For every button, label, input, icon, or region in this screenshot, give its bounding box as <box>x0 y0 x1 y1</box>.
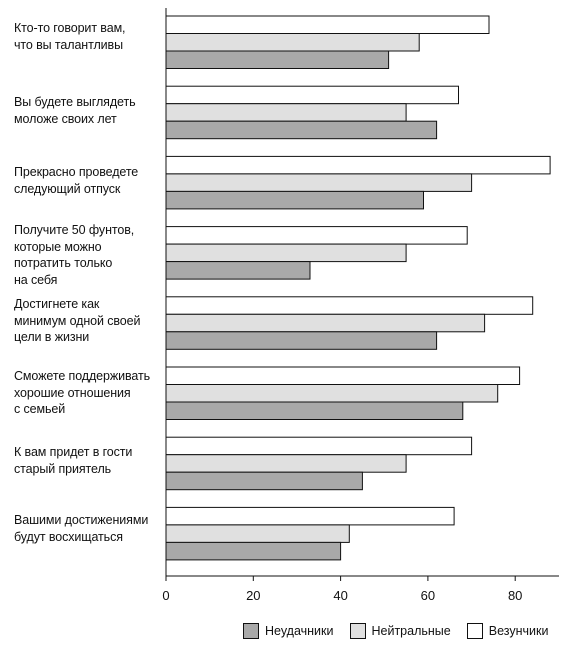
x-tick-label-4: 60 <box>421 588 435 603</box>
legend-label-2: Нейтральные <box>371 624 451 638</box>
legend-item-1: Неудачники <box>243 623 334 639</box>
bar-8-2 <box>165 524 350 543</box>
category-label-5: Достигнете как минимум одной своей цели … <box>14 297 141 344</box>
bars-group <box>165 15 551 561</box>
bar-1-1 <box>165 15 490 34</box>
bar-4-2 <box>165 243 407 263</box>
category-label-4: Получите 50 фунтов, которые можно потрат… <box>14 223 135 287</box>
bar-5-2 <box>165 313 486 333</box>
category-label-7: К вам придет в гости старый приятель <box>14 445 133 476</box>
bar-2-3 <box>165 120 438 140</box>
bar-8-3 <box>165 541 342 561</box>
x-tick-label-2: 20 <box>246 588 260 603</box>
bar-5-3 <box>165 331 438 350</box>
bar-6-1 <box>165 366 521 385</box>
bar-2-1 <box>165 85 459 105</box>
bar-4-3 <box>165 261 311 280</box>
bar-2-2 <box>165 103 407 122</box>
bar-1-2 <box>165 33 420 52</box>
bar-5-1 <box>165 296 534 315</box>
bar-6-2 <box>165 384 499 403</box>
bar-1-3 <box>165 50 390 69</box>
category-label-6: Сможете поддерживать хорошие отношения с… <box>14 369 151 416</box>
category-label-2: Вы будете выглядеть моложе своих лет <box>14 95 136 126</box>
x-tick-label-1: 0 <box>162 588 169 603</box>
bar-3-3 <box>165 190 424 210</box>
bar-6-3 <box>165 401 464 420</box>
bar-7-1 <box>165 436 473 456</box>
legend-label-1: Неудачники <box>265 624 334 638</box>
x-tick-label-5: 80 <box>508 588 522 603</box>
legend-item-3: Везунчики <box>466 623 549 639</box>
x-tick-label-3: 40 <box>333 588 347 603</box>
legend-label-3: Везунчики <box>488 624 549 638</box>
bar-4-1 <box>165 226 468 245</box>
legend-swatch-2 <box>349 623 366 639</box>
bar-3-2 <box>165 173 473 192</box>
x-ticks-group: 0 20 40 60 80 <box>162 576 522 603</box>
legend-swatch-3 <box>466 623 483 639</box>
category-label-3: Прекрасно проведете следующий отпуск <box>14 165 139 196</box>
bar-7-2 <box>165 454 407 473</box>
category-label-1: Кто-то говорит вам, что вы талантливы <box>14 21 126 52</box>
bar-7-3 <box>165 471 363 491</box>
bar-8-1 <box>165 506 455 526</box>
legend-swatch-1 <box>243 623 259 639</box>
legend: Неудачники Нейтральные Везунчики <box>243 622 548 640</box>
legend-item-2: Нейтральные <box>349 623 451 639</box>
bar-3-1 <box>165 155 551 175</box>
category-label-8: Вашими достижениями будут восхищаться <box>14 513 149 544</box>
